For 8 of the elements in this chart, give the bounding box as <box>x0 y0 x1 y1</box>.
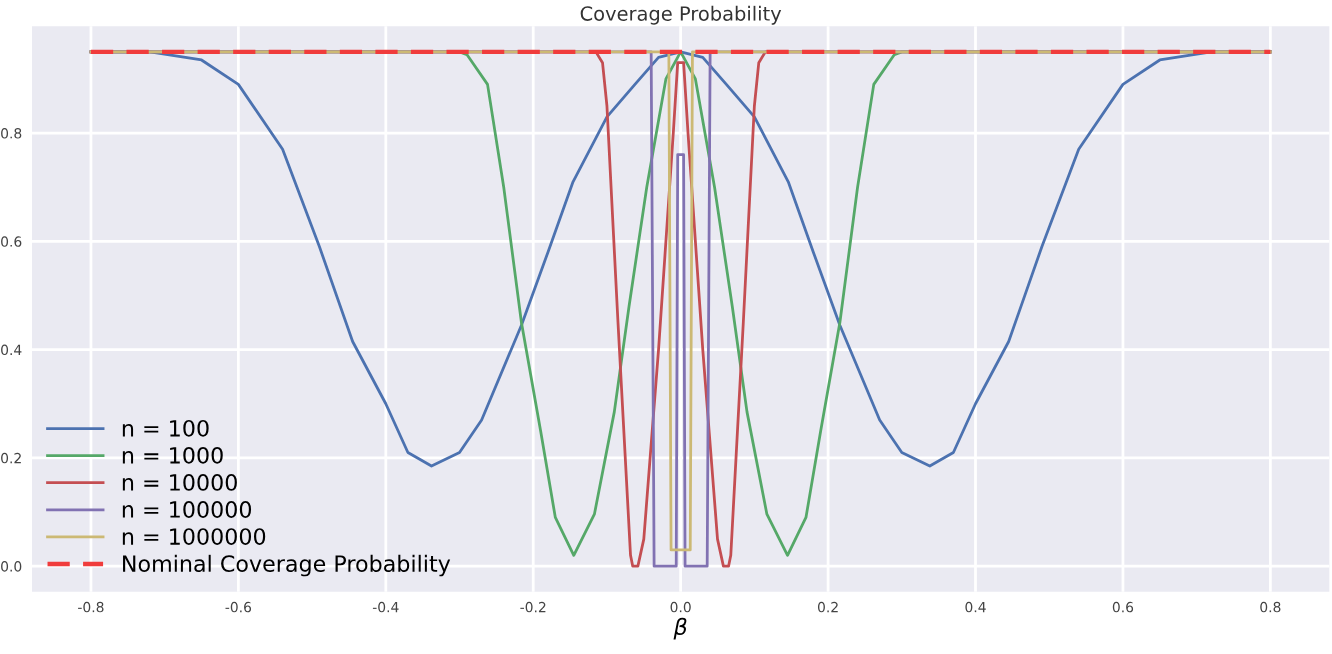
legend-label: n = 10000 <box>122 474 237 491</box>
legend-label: n = 1000 <box>122 446 223 464</box>
chart-title: Coverage Probability <box>580 5 782 25</box>
legend-label: Nominal Coverage Probability <box>123 554 451 577</box>
legend-label: n = 100000 <box>122 501 252 518</box>
x-axis-title: β <box>673 617 687 640</box>
legend-label: n = 100 <box>122 419 209 437</box>
legend-label: n = 1000000 <box>122 528 266 545</box>
